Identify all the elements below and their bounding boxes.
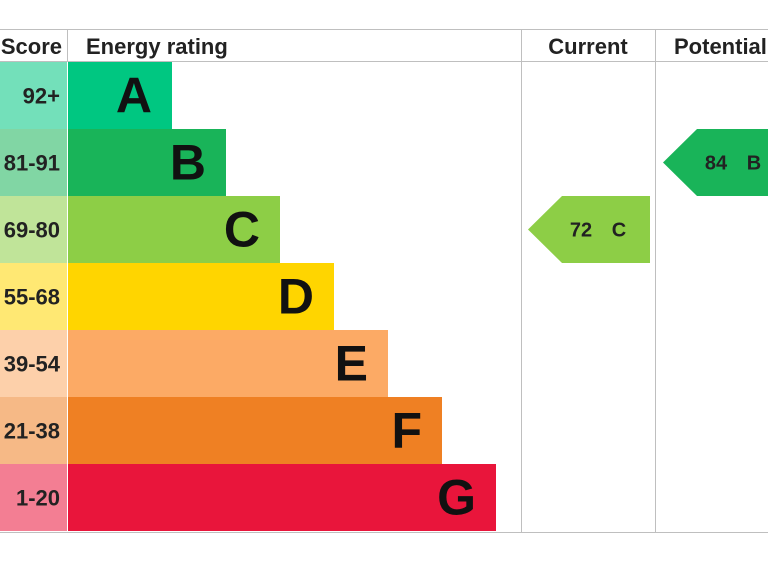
current-rating-value: 72 xyxy=(570,220,592,242)
score-cell-e xyxy=(0,330,67,397)
potential-rating-arrow xyxy=(663,129,768,196)
current-rating-arrow xyxy=(528,196,650,263)
band-bar-a xyxy=(68,62,172,129)
current-rating-marker: 72 C xyxy=(528,196,650,263)
header-current: Current xyxy=(548,34,628,59)
band-letter-f: F xyxy=(391,403,422,459)
score-label-c: 69-80 xyxy=(4,218,60,243)
score-cell-c xyxy=(0,196,67,263)
potential-rating-marker: 84 B xyxy=(663,129,768,196)
current-rating-letter: C xyxy=(612,220,626,242)
score-cell-g xyxy=(0,464,67,531)
band-letter-c: C xyxy=(224,202,260,258)
score-cell-a xyxy=(0,62,67,129)
band-letter-g: G xyxy=(437,470,476,526)
band-letter-a: A xyxy=(116,68,152,124)
band-letter-e: E xyxy=(335,336,368,392)
band-letter-d: D xyxy=(278,269,314,325)
score-label-g: 1-20 xyxy=(16,486,60,511)
band-bar-d xyxy=(68,263,334,330)
band-bar-c xyxy=(68,196,280,263)
band-bar-b xyxy=(68,129,226,196)
band-letter-b: B xyxy=(170,135,206,191)
potential-rating-value: 84 xyxy=(705,153,728,175)
band-bar-e xyxy=(68,330,388,397)
score-label-b: 81-91 xyxy=(4,151,60,176)
score-label-a: 92+ xyxy=(23,84,60,109)
header-score: Score xyxy=(1,34,62,59)
band-bar-f xyxy=(68,397,442,464)
score-cell-f xyxy=(0,397,67,464)
grid-lines xyxy=(0,29,768,533)
score-cell-b xyxy=(0,129,67,196)
band-bar-g xyxy=(68,464,496,531)
potential-rating-letter: B xyxy=(747,153,761,175)
rating-bands: 92+ A 81-91 B 69-80 C 55-68 D 39-54 E 21-38 F 1-20 G xyxy=(0,62,496,531)
header-energy-rating: Energy rating xyxy=(86,34,228,59)
score-label-e: 39-54 xyxy=(4,352,61,377)
score-cell-d xyxy=(0,263,67,330)
score-label-f: 21-38 xyxy=(4,419,60,444)
header-potential: Potential xyxy=(674,34,767,59)
score-label-d: 55-68 xyxy=(4,285,60,310)
